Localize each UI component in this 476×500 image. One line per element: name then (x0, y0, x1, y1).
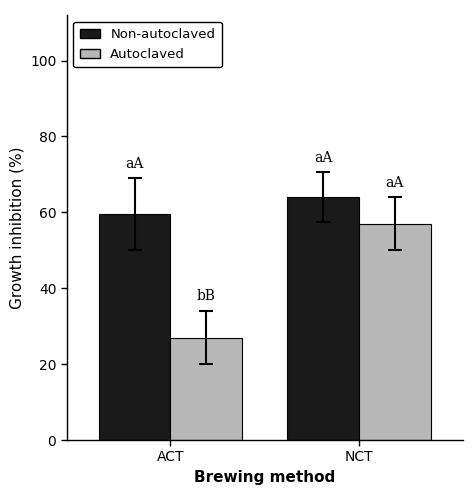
Text: aA: aA (313, 151, 332, 165)
Text: aA: aA (385, 176, 403, 190)
Y-axis label: Growth inhibition (%): Growth inhibition (%) (10, 146, 24, 308)
X-axis label: Brewing method: Brewing method (194, 470, 335, 485)
Bar (287, 197, 358, 440)
Legend: Non-autoclaved, Autoclaved: Non-autoclaved, Autoclaved (73, 22, 221, 68)
Text: aA: aA (125, 156, 144, 170)
Bar (170, 338, 242, 440)
Bar (99, 214, 170, 440)
Bar (358, 224, 430, 440)
Text: bB: bB (197, 290, 215, 304)
